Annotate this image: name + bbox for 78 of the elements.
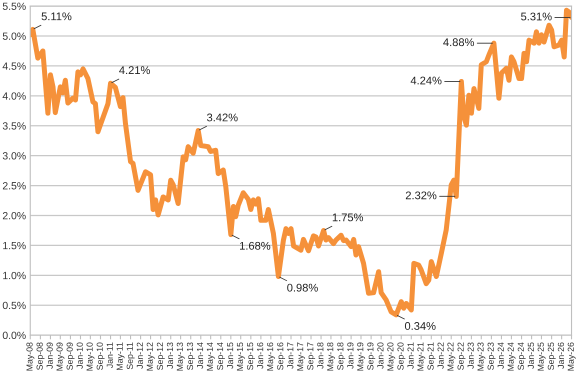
x-tick-label: Sep-24 — [518, 342, 526, 370]
x-tick-label: Sep-22 — [458, 342, 466, 370]
x-tick-label: Jan-22 — [438, 342, 444, 369]
x-tick-label: Sep-18 — [337, 342, 346, 370]
y-tick-label: 2.5% — [2, 182, 26, 190]
x-tick-label: Sep-21 — [427, 342, 436, 370]
x-tick-label: Sep-11 — [126, 342, 135, 370]
y-tick-label: 4.0% — [2, 92, 26, 100]
x-tick-label: Jan-21 — [407, 342, 414, 369]
x-tick-label: May-10 — [86, 342, 94, 371]
x-tick-label: Jan-26 — [558, 342, 564, 369]
annotation: 1.68% — [240, 242, 270, 250]
x-tick-label: May-24 — [508, 342, 516, 371]
x-tick-label: Jan-13 — [166, 342, 174, 369]
x-tick-label: Sep-17 — [307, 342, 316, 370]
y-tick-label: 5.5% — [2, 2, 26, 10]
x-tick-label: Sep-25 — [548, 342, 556, 370]
annotation: 4.24% — [410, 76, 442, 84]
x-tick-label: Sep-16 — [277, 342, 286, 370]
x-tick-label: Sep-10 — [96, 342, 105, 370]
y-tick-label: 0.5% — [2, 302, 26, 310]
x-tick-label: Sep-12 — [156, 342, 165, 370]
annotation: 4.21% — [119, 66, 150, 74]
x-tick-label: Sep-23 — [488, 342, 496, 370]
y-tick-label: 5.0% — [2, 32, 26, 40]
y-tick-label: 3.0% — [2, 152, 26, 160]
x-tick-label: May-11 — [116, 342, 124, 370]
x-tick-label: Jan-12 — [136, 342, 143, 369]
x-tick-label: May-25 — [538, 342, 546, 371]
x-tick-label: Sep-20 — [397, 342, 406, 370]
x-tick-label: May-08 — [26, 342, 34, 371]
x-tick-label: Jan-15 — [227, 342, 234, 369]
x-tick-label: Jan-17 — [287, 342, 294, 369]
annotation: 4.88% — [443, 38, 474, 46]
x-tick-label: May-15 — [236, 342, 245, 371]
x-tick-label: May-09 — [56, 342, 64, 371]
x-tick-label: May-20 — [387, 342, 396, 371]
x-tick-label: Sep-14 — [216, 342, 225, 370]
x-tick-label: Jan-24 — [498, 342, 504, 369]
x-tick-label: Jan-18 — [317, 342, 324, 369]
x-tick-label: May-26 — [568, 342, 576, 371]
x-tick-label: Jan-25 — [528, 342, 534, 369]
x-tick-label: May-16 — [266, 342, 275, 371]
annotation: 0.34% — [404, 322, 436, 330]
x-tick-label: Sep-19 — [367, 342, 376, 370]
x-tick-label: May-21 — [417, 342, 426, 371]
x-tick-label: Jan-14 — [197, 342, 204, 369]
x-tick-label: May-22 — [447, 342, 456, 371]
x-tick-label: Jan-11 — [106, 342, 113, 368]
y-tick-label: 1.0% — [3, 272, 26, 280]
x-tick-label: Sep-08 — [36, 342, 44, 370]
x-tick-label: Jan-16 — [257, 342, 264, 369]
y-tick-label: 3.5% — [2, 122, 26, 130]
x-tick-label: May-18 — [327, 342, 336, 371]
y-tick-label: 1.5% — [3, 242, 26, 250]
x-tick-label: May-17 — [297, 342, 305, 371]
y-tick-label: 2.0% — [2, 212, 26, 220]
annotation: 5.11% — [42, 12, 72, 20]
x-tick-label: May-14 — [206, 342, 215, 371]
x-tick-label: Sep-15 — [246, 342, 255, 370]
annotation: 5.31% — [521, 12, 552, 20]
x-tick-label: Jan-19 — [347, 342, 354, 369]
annotation: 1.75% — [332, 213, 364, 222]
x-tick-label: May-13 — [176, 342, 185, 371]
y-tick-label: 4.5% — [2, 62, 26, 70]
x-tick-label: Jan-20 — [377, 342, 384, 369]
x-tick-label: May-12 — [146, 342, 155, 371]
x-tick-label: Sep-13 — [186, 342, 195, 370]
x-tick-label: Jan-09 — [46, 342, 53, 369]
y-tick-label: 0.0% — [2, 332, 26, 340]
annotation: 0.98% — [287, 284, 318, 292]
x-tick-label: Jan-10 — [76, 342, 83, 369]
x-tick-label: May-19 — [357, 342, 366, 371]
annotation: 3.42% — [206, 114, 238, 122]
x-tick-label: Jan-23 — [468, 342, 474, 369]
x-tick-label: Sep-09 — [66, 342, 75, 370]
annotation: 2.32% — [406, 191, 436, 200]
x-tick-label: May-23 — [477, 342, 486, 371]
